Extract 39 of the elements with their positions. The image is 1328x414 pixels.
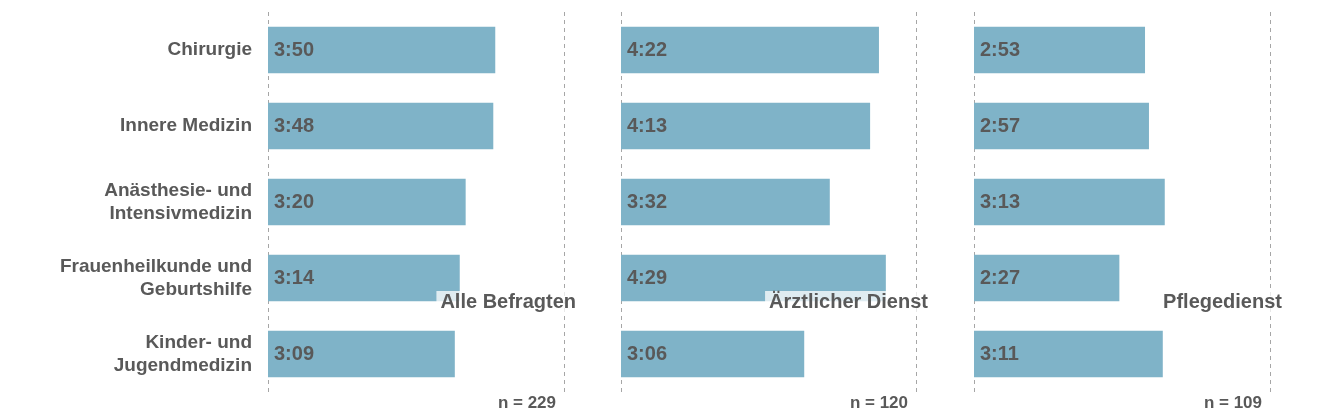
text: n = 109 bbox=[1203, 392, 1262, 412]
bar bbox=[974, 254, 1120, 302]
data-label: 4:22 bbox=[627, 37, 668, 60]
data-label: 4:13 bbox=[627, 113, 668, 136]
data-label: 2:57 bbox=[980, 113, 1021, 136]
text: n = 120 bbox=[849, 392, 908, 412]
data-label: 3:20 bbox=[274, 189, 315, 212]
annotation: Pflegedienst bbox=[1163, 289, 1283, 312]
bar bbox=[974, 26, 1146, 74]
data-label: 3:48 bbox=[274, 113, 315, 136]
y-tick-label: Innere Medizin bbox=[120, 114, 252, 136]
bar bbox=[621, 102, 871, 150]
annotation: Alle Befragten bbox=[440, 289, 576, 312]
y-tick-label: Anästhesie- und Intensivmedizin bbox=[104, 178, 252, 223]
data-label: 3:13 bbox=[980, 189, 1021, 212]
text: n = 229 bbox=[497, 392, 556, 412]
data-label: 3:06 bbox=[627, 341, 668, 364]
data-label: 3:14 bbox=[274, 265, 315, 288]
bar bbox=[621, 178, 830, 226]
bar bbox=[621, 26, 879, 74]
data-label: 3:32 bbox=[627, 189, 668, 212]
y-tick-label: Chirurgie bbox=[167, 38, 252, 60]
bar bbox=[268, 330, 455, 378]
bar bbox=[621, 330, 805, 378]
data-label: 3:11 bbox=[980, 341, 1019, 364]
data-label: 4:29 bbox=[627, 265, 668, 288]
bar bbox=[974, 178, 1165, 226]
bar bbox=[974, 330, 1163, 378]
bar bbox=[974, 102, 1149, 150]
bar bbox=[268, 178, 466, 226]
data-label: 2:27 bbox=[980, 265, 1021, 288]
data-label: 3:50 bbox=[274, 37, 315, 60]
bar bbox=[268, 26, 496, 74]
y-tick-label: Frauenheilkunde und Geburtshilfe bbox=[59, 254, 252, 299]
y-tick-label: Kinder- und Jugendmedizin bbox=[113, 330, 252, 375]
annotation: Ärztlicher Dienst bbox=[769, 289, 929, 312]
bar bbox=[268, 102, 494, 150]
data-label: 3:09 bbox=[274, 341, 315, 364]
data-label: 2:53 bbox=[980, 37, 1021, 60]
